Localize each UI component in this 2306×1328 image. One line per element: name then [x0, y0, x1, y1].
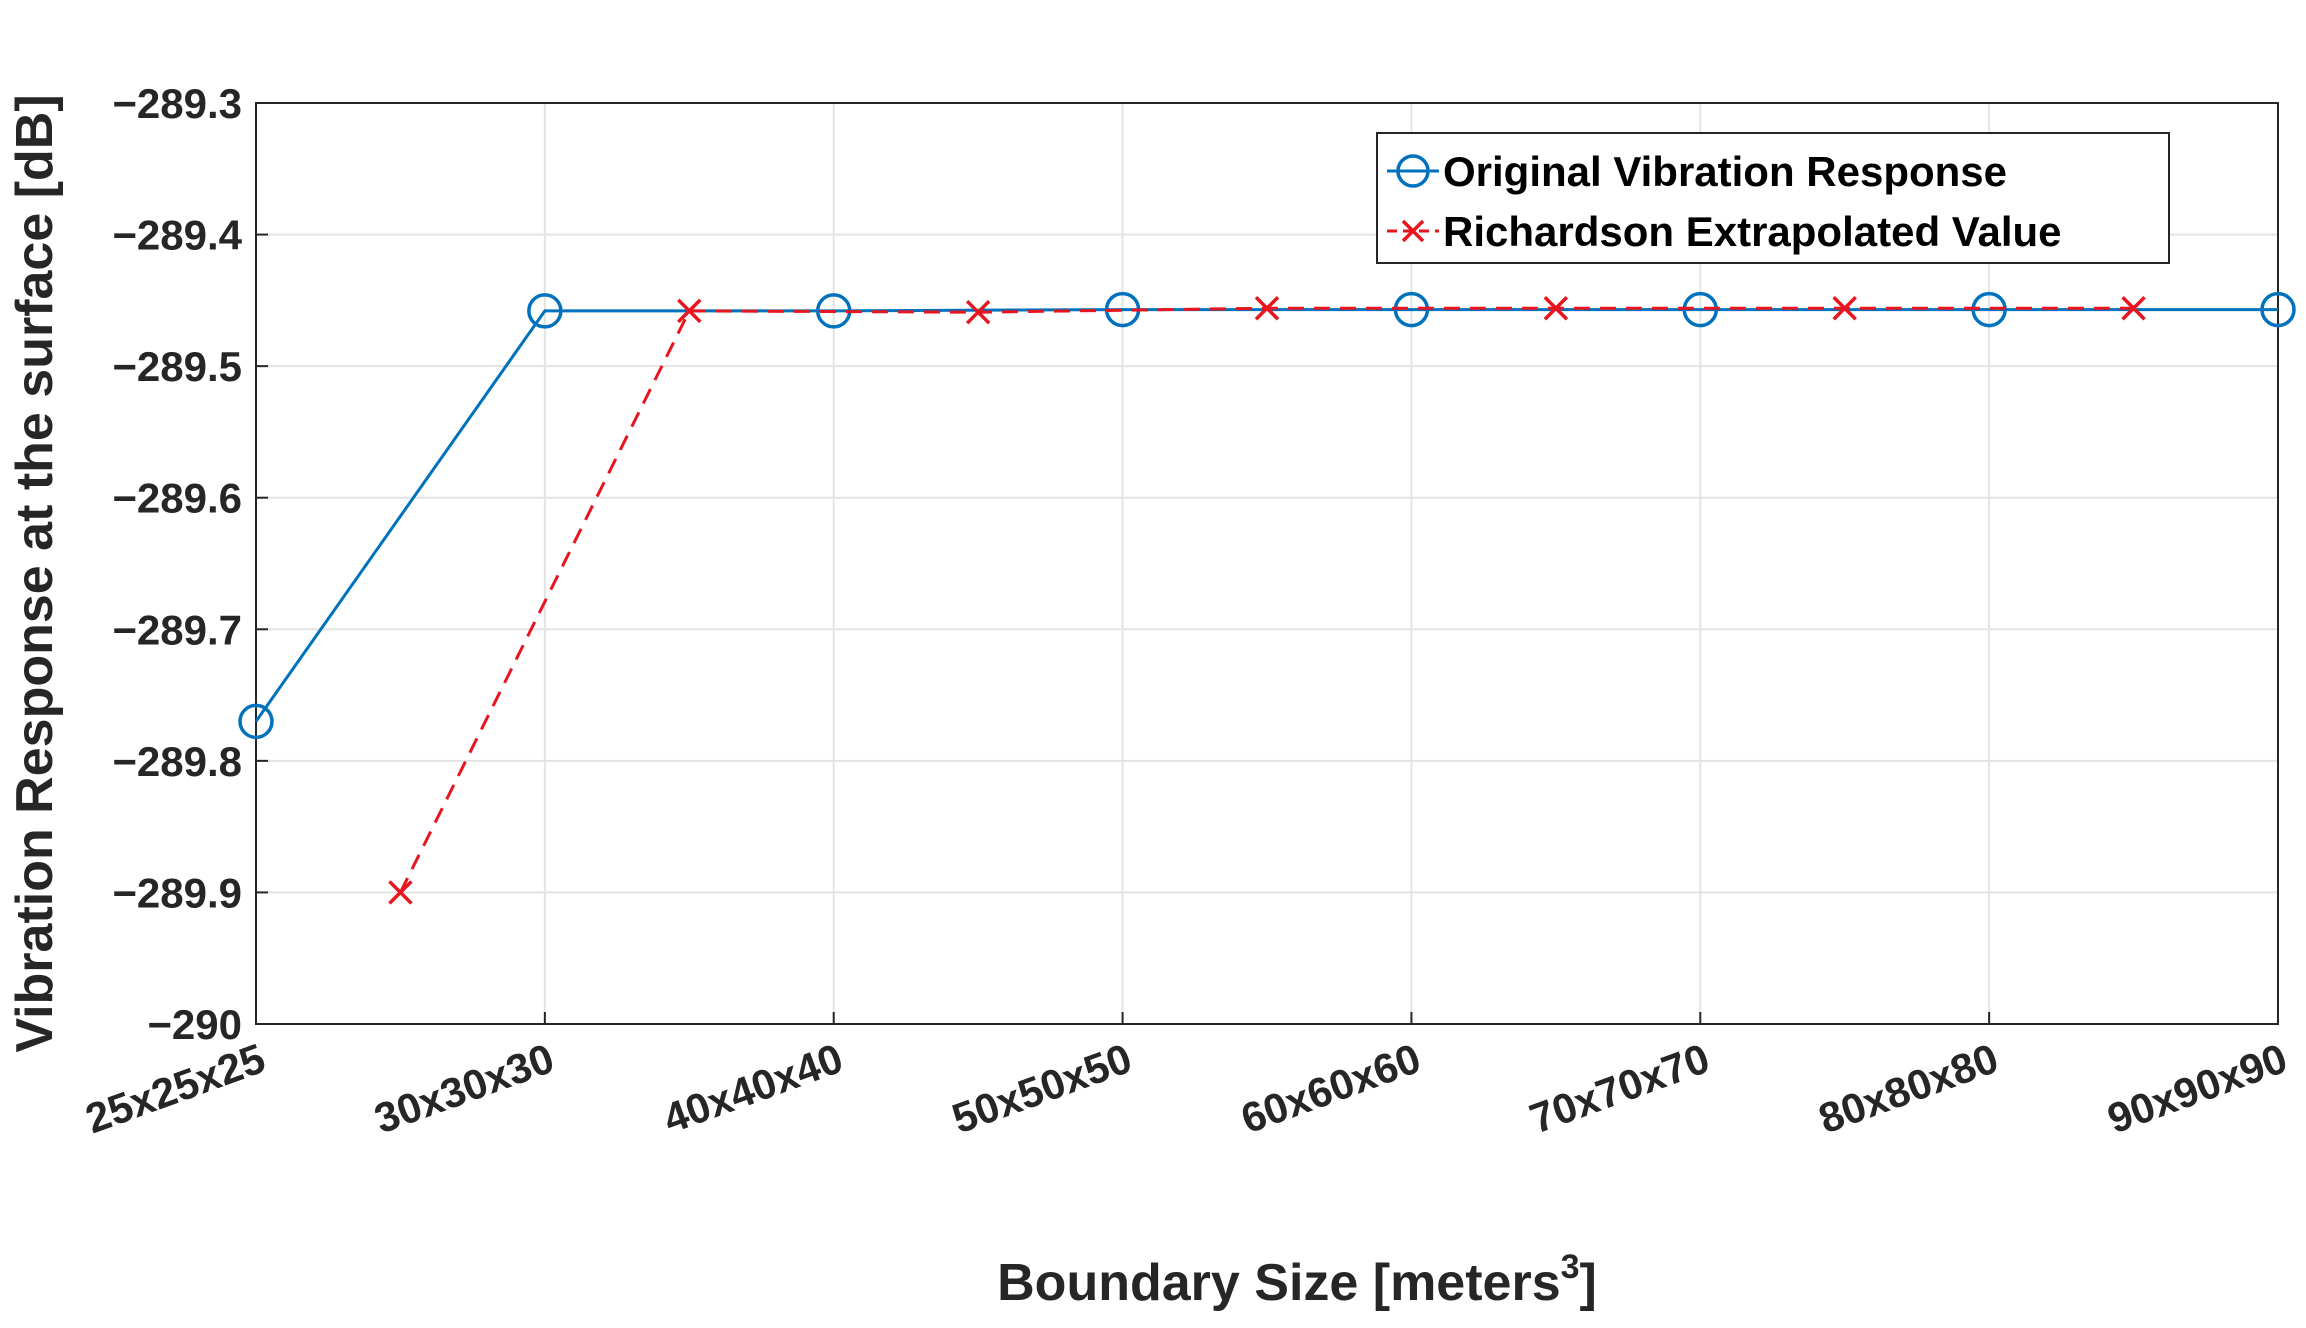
x-axis-title-superscript: 3	[1561, 1248, 1580, 1286]
x-tick-label: 30x30x30	[368, 1034, 560, 1142]
x-tick-label: 25x25x25	[79, 1034, 271, 1142]
y-tick-label: −289.3	[112, 80, 242, 127]
data-point-circle	[238, 703, 274, 740]
data-point-x	[965, 299, 991, 325]
data-point-x	[677, 298, 702, 324]
series-1	[238, 291, 2296, 740]
x-tick-label: 40x40x40	[657, 1034, 849, 1142]
y-tick-label: −289.9	[112, 869, 242, 916]
y-tick-label: −290	[147, 1001, 242, 1048]
x-tick-label: 70x70x70	[1524, 1034, 1716, 1142]
y-axis-title: Vibration Response at the surface [dB]	[6, 94, 64, 1052]
data-point-x	[1543, 296, 1569, 321]
series-2	[388, 296, 2146, 905]
x-axis-title: Boundary Size [meters3]	[997, 1248, 1597, 1312]
y-tick-label: −289.5	[112, 343, 242, 390]
legend: Original Vibration Response Richardson Ex…	[1376, 132, 2170, 264]
y-tick-label: −289.7	[112, 606, 242, 653]
legend-box	[1376, 132, 2170, 264]
legend-label: Original Vibration Response	[1443, 148, 2007, 195]
legend-label: Richardson Extrapolated Value	[1443, 208, 2062, 255]
data-point-x	[1832, 296, 1857, 321]
x-tick-label: 50x50x50	[946, 1034, 1138, 1142]
y-tick-label: −289.6	[112, 475, 242, 522]
data-point-x	[388, 880, 413, 905]
y-axis-ticks: −289.3 −289.4 −289.5 −289.6 −289.7 −289.8 −289…	[112, 80, 268, 1048]
y-tick-label: −289.8	[112, 738, 242, 785]
x-axis-title-main: Boundary Size [meters	[997, 1254, 1561, 1312]
data-point-circle	[527, 293, 563, 329]
x-axis-ticks: 25x25x25 30x30x30 40x40x40 50x50x50 60x60x60…	[79, 1012, 2293, 1142]
x-tick-label: 60x60x60	[1235, 1034, 1427, 1142]
series-line	[254, 308, 2278, 723]
data-point-circle	[2260, 291, 2296, 328]
legend-marker-x	[1401, 219, 1425, 243]
series-line	[399, 306, 2134, 894]
plot-area	[255, 102, 2279, 1025]
data-point-x	[1254, 296, 1280, 321]
x-tick-label: 90x90x90	[2101, 1034, 2293, 1142]
data-point-x	[2121, 296, 2146, 321]
legend-marker-circle	[1396, 154, 1430, 188]
x-axis-title-end: ]	[1580, 1254, 1597, 1312]
series-layer	[238, 291, 2296, 905]
x-tick-label: 80x80x80	[1813, 1034, 2005, 1142]
y-tick-label: −289.4	[112, 212, 242, 259]
